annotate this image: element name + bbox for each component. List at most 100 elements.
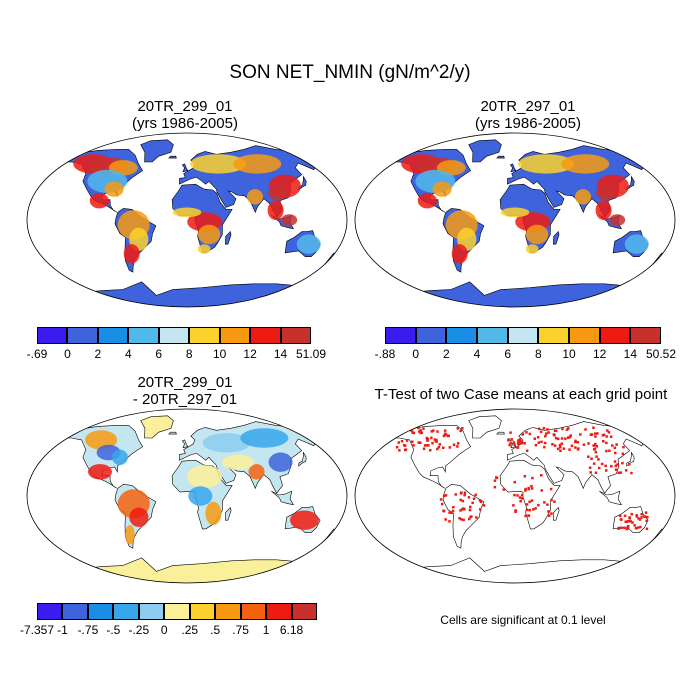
significant-cell (444, 433, 448, 436)
colorbar-tick-label: -.88 (374, 347, 396, 361)
significant-cell (435, 438, 438, 442)
significant-cell (627, 527, 630, 530)
significant-cell (595, 445, 598, 448)
significant-cell (559, 449, 562, 452)
panel-2-title: 20TR_297_01 (yrs 1986-2005) (368, 98, 688, 132)
significant-cell (518, 496, 522, 499)
colorbar-tick-label: 4 (124, 347, 132, 361)
significant-cell (560, 437, 564, 440)
landmass-iceland (168, 431, 177, 435)
significant-cell (520, 440, 524, 443)
significant-cell (593, 432, 597, 435)
significant-cell (628, 517, 631, 520)
significant-cell (475, 516, 478, 519)
significant-cell (559, 446, 562, 449)
panel-2-title-line1: 20TR_297_01 (480, 98, 576, 115)
significant-cell (594, 450, 598, 454)
significant-cell (624, 469, 628, 472)
significant-cell (593, 447, 597, 451)
significant-cell (645, 527, 649, 531)
significant-cell (560, 442, 564, 445)
significant-cell (431, 441, 434, 445)
landmass-antarctica (380, 557, 647, 583)
colorbar-tick-label: 51.09 (295, 347, 327, 361)
colorbar-box (280, 327, 311, 344)
landmass-iceland (496, 431, 505, 435)
colorbar-box (219, 327, 251, 344)
significant-cell (576, 448, 580, 451)
significant-cell (523, 442, 526, 445)
significant-cell (419, 429, 422, 432)
significant-cell (638, 518, 642, 521)
significant-cell (440, 502, 444, 506)
significant-cell (524, 487, 527, 491)
significant-cell (611, 444, 614, 447)
significant-cell (605, 435, 608, 438)
significant-cell (517, 441, 520, 444)
significant-cell (514, 510, 517, 514)
colorbar-box (37, 603, 63, 620)
significant-cell (589, 471, 592, 474)
field-patch (595, 200, 612, 220)
significant-cell (607, 431, 611, 434)
significant-cell (412, 444, 415, 447)
significant-cell (432, 429, 435, 432)
colorbar-tick-label: 8 (534, 347, 542, 361)
colorbar-tick-label: 12 (592, 347, 607, 361)
significant-cell (584, 428, 587, 431)
significant-cell (459, 429, 462, 433)
field-patch (609, 214, 626, 226)
significant-cell (478, 499, 482, 502)
significant-cell (605, 441, 608, 445)
colorbar-tick-label: 8 (185, 347, 193, 361)
landmass-eurasia (507, 421, 649, 494)
significant-cell (460, 491, 463, 494)
significant-cell (629, 520, 632, 523)
significant-cell (528, 500, 531, 503)
significant-cell (462, 507, 465, 510)
significant-cell (592, 426, 595, 429)
colorbar-box (87, 603, 114, 620)
significant-cell (554, 436, 558, 440)
significance-note: Cells are significant at 0.1 level (440, 613, 606, 627)
field-patch (290, 510, 319, 530)
colorbar-tick-label: 2 (94, 347, 102, 361)
significant-cell (600, 462, 604, 466)
landmass-uk (509, 163, 517, 173)
landmass-antarctica (380, 281, 647, 307)
significant-cell (620, 526, 623, 530)
colorbar-tick-label: 14 (623, 347, 638, 361)
field-patch (296, 234, 321, 254)
significant-cell (448, 446, 452, 449)
significant-cell (461, 427, 464, 430)
significant-cell (482, 504, 486, 507)
colorbar-box (37, 327, 68, 344)
map-panel-1 (26, 132, 348, 308)
significant-cell (619, 514, 622, 518)
colorbar-panel-1: -.69 0 2 4 6 8 10 12 14 51.09 (27, 327, 326, 361)
significant-cell (479, 500, 483, 503)
significant-cell (430, 430, 433, 433)
significant-cell (471, 501, 474, 505)
map-border (26, 132, 348, 308)
landmass-madagascar (224, 507, 232, 521)
significant-cell (436, 447, 439, 451)
significant-cell (553, 500, 556, 503)
colorbar-tick-label: 12 (243, 347, 257, 361)
landmass-iceland (168, 155, 177, 159)
significant-cell (467, 496, 471, 499)
colorbar-tick-label: -.25 (128, 623, 150, 637)
significant-cell (553, 444, 557, 447)
significant-cell (537, 503, 540, 507)
field-patch (525, 244, 539, 254)
significant-cell (574, 446, 577, 449)
significant-cell (633, 524, 636, 527)
field-patch (222, 454, 255, 470)
field-patch (125, 525, 135, 545)
significant-cell (605, 449, 608, 453)
significant-cell (460, 518, 463, 521)
significant-cell (456, 442, 460, 445)
significant-cell (520, 493, 524, 497)
colorbar-box (507, 327, 539, 344)
significant-cell (516, 446, 519, 449)
